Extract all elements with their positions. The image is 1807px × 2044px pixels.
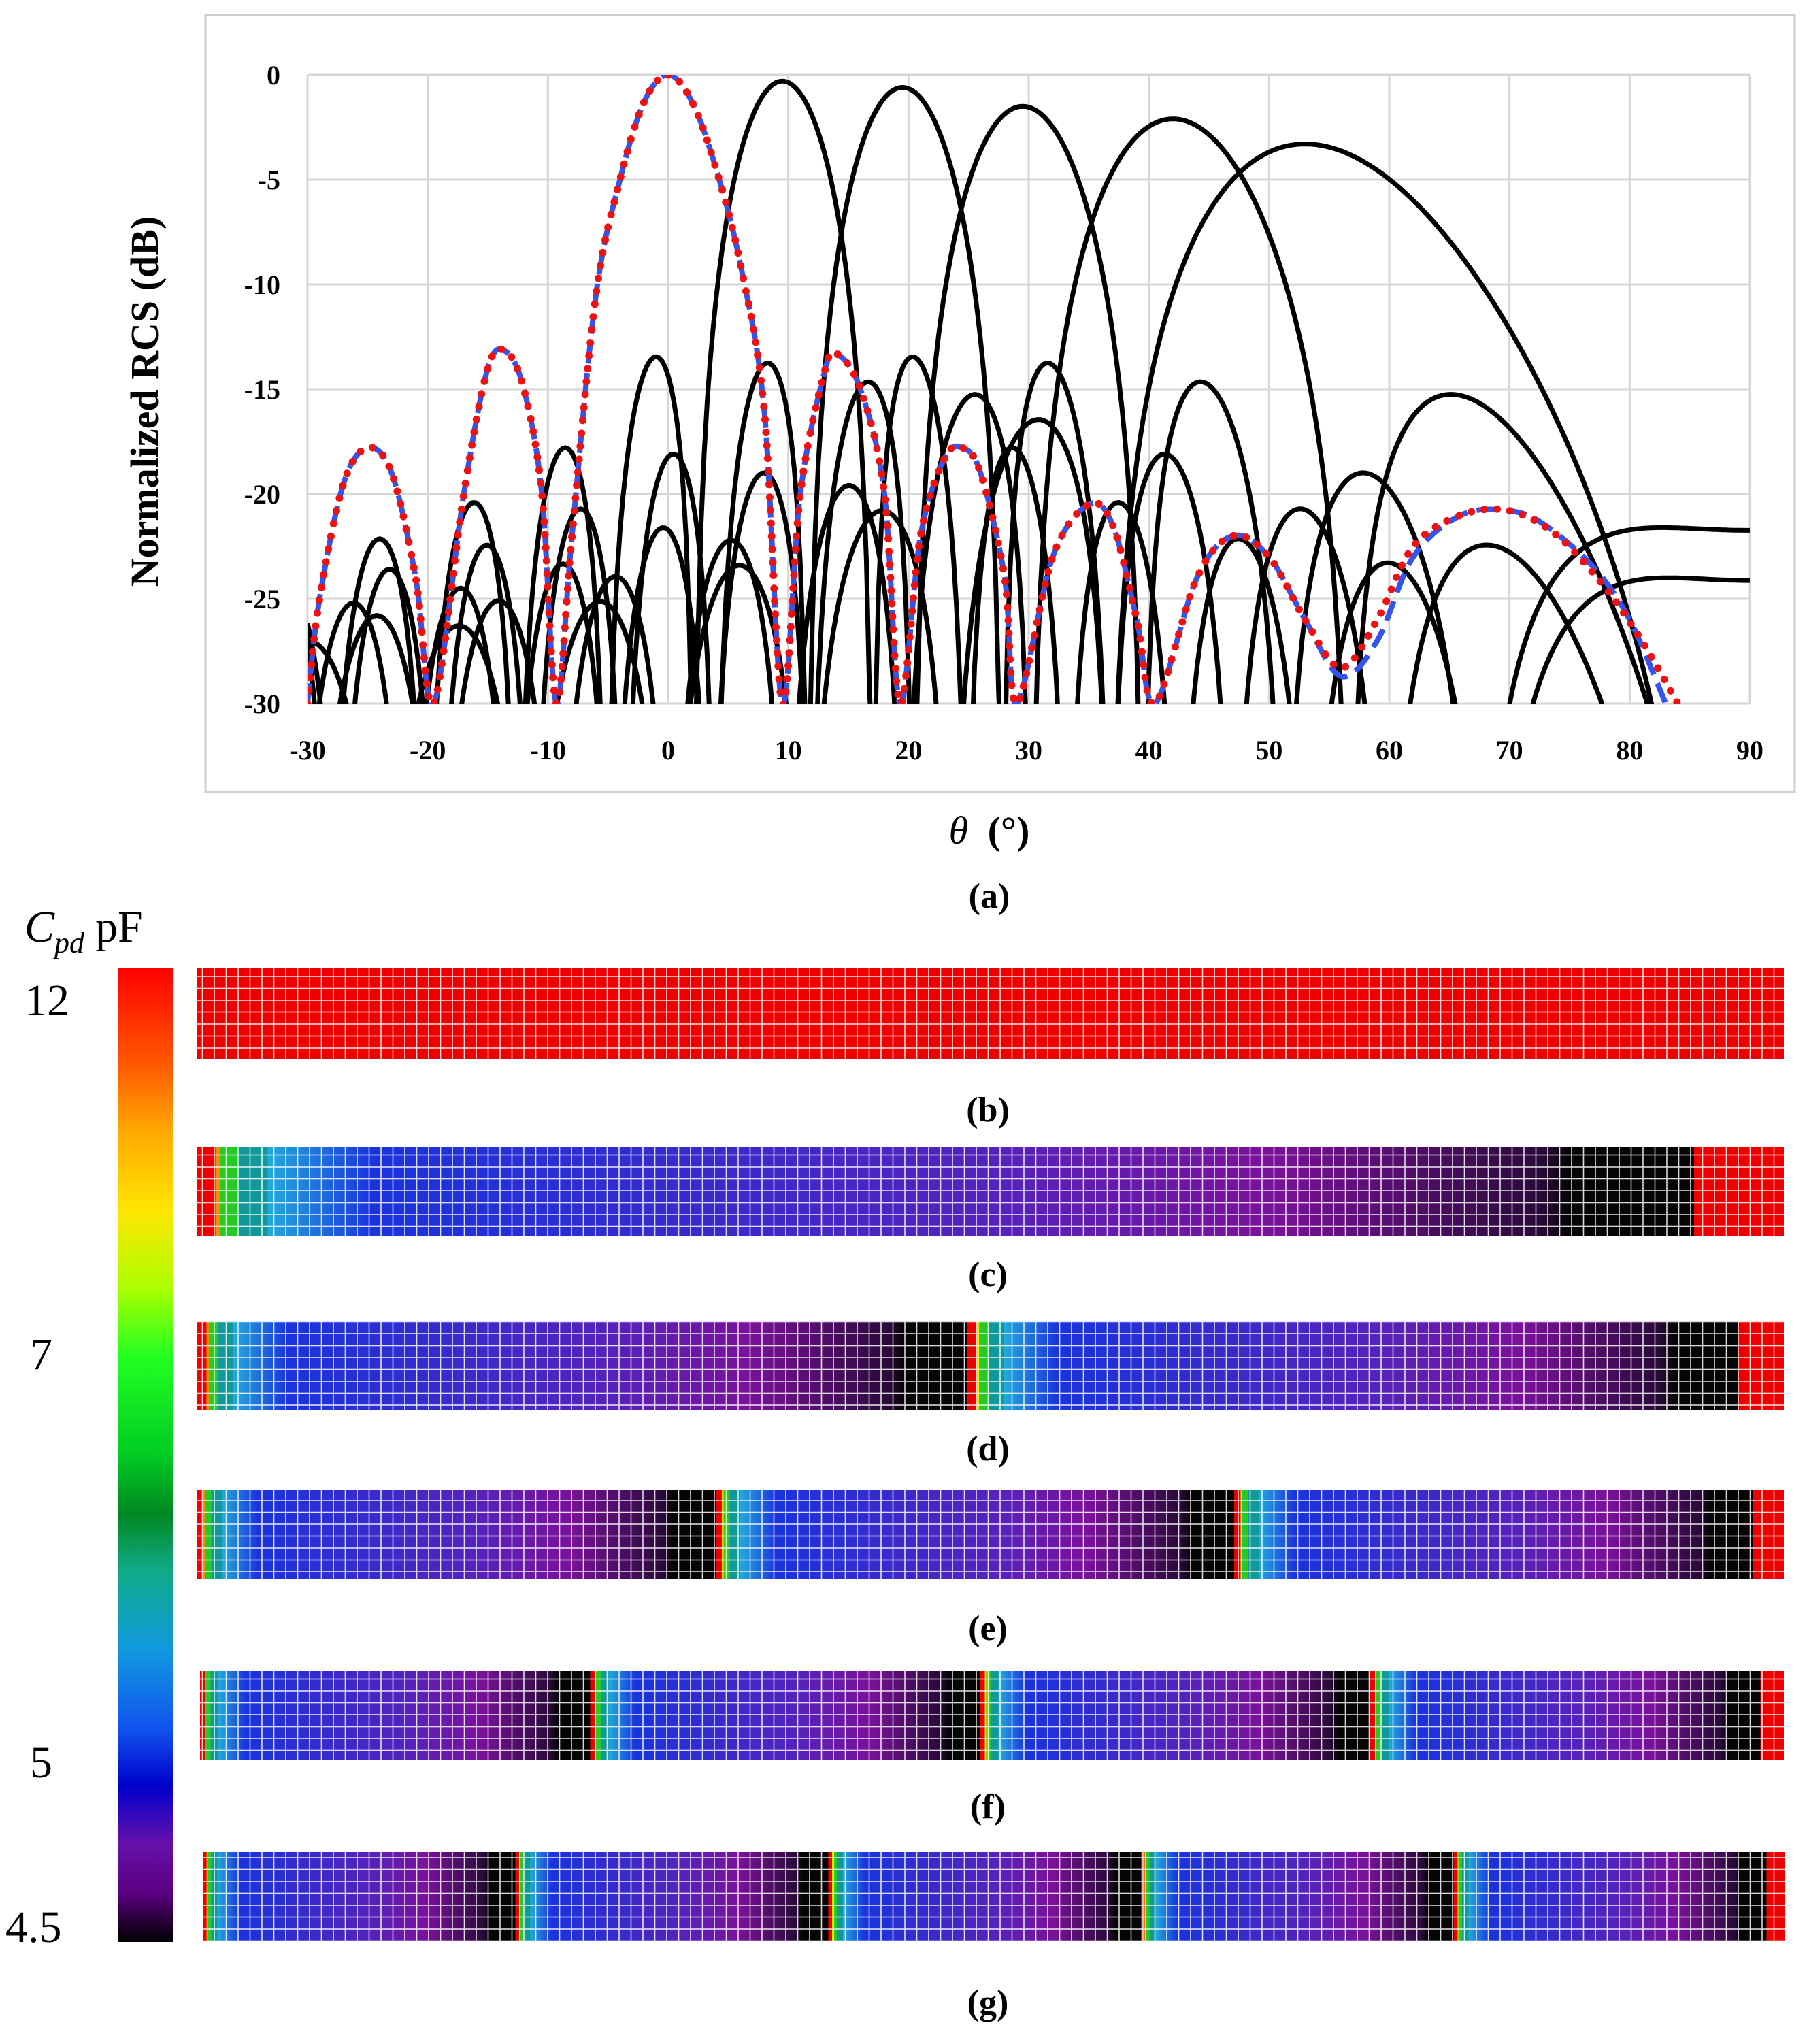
colorbar-tick-label: 5 bbox=[30, 1738, 52, 1787]
series-line-black-solid-6 bbox=[308, 142, 1655, 704]
tick-labels: -30 -20 -10 0 10 20 30 40 50 60 70 80 90 0 -5 -10 -15 -20… bbox=[244, 60, 1763, 765]
strip-label: (c) bbox=[968, 1255, 1008, 1294]
y-axis-title: Normalized RCS (dB) bbox=[122, 216, 167, 587]
y-tick-label: -30 bbox=[244, 689, 280, 719]
panel-label-a: (a) bbox=[969, 877, 1010, 916]
capacitance-strips: (b) (c) (d) (e) (f) (g) bbox=[197, 968, 1785, 2022]
strip-grid bbox=[197, 968, 1784, 1059]
strip-label: (b) bbox=[966, 1091, 1010, 1130]
colorbar-tick-label: 4.5 bbox=[5, 1902, 62, 1952]
colorbar-title-unit: pF bbox=[95, 902, 143, 952]
x-tick-label: 80 bbox=[1616, 735, 1643, 765]
x-axis-symbol: θ bbox=[949, 808, 969, 853]
x-tick-label: 40 bbox=[1135, 735, 1163, 765]
strip-label: (f) bbox=[970, 1787, 1006, 1826]
x-tick-label: -30 bbox=[289, 735, 325, 765]
x-tick-label: 50 bbox=[1255, 735, 1282, 765]
strip-d: (d) bbox=[197, 1321, 1784, 1468]
strip-label: (g) bbox=[967, 1983, 1009, 2022]
strip-grid bbox=[197, 1321, 1784, 1410]
y-tick-label: -10 bbox=[244, 269, 280, 300]
series-group bbox=[308, 75, 1750, 704]
x-tick-label: 0 bbox=[661, 735, 675, 765]
colorbar-title: Cpd pF bbox=[24, 902, 143, 959]
colorbar-ticks: 12 7 5 4.5 bbox=[5, 976, 69, 1952]
colorbar-gradient bbox=[118, 968, 173, 1942]
y-tick-label: -25 bbox=[244, 584, 280, 614]
series-line-black-solid-3 bbox=[308, 85, 1605, 704]
y-tick-label: -5 bbox=[258, 165, 280, 195]
x-tick-label: 60 bbox=[1376, 735, 1403, 765]
colorbar: Cpd pF 12 7 5 4.5 bbox=[5, 902, 173, 1952]
strip-b: (b) bbox=[197, 968, 1784, 1130]
strip-g: (g) bbox=[203, 1852, 1785, 2022]
x-tick-label: 20 bbox=[895, 735, 922, 765]
strip-label: (d) bbox=[966, 1430, 1010, 1468]
x-axis-title: θ (°) bbox=[949, 808, 1030, 853]
x-tick-label: 10 bbox=[775, 735, 802, 765]
strip-grid bbox=[197, 1490, 1784, 1579]
y-tick-label: 0 bbox=[267, 60, 280, 90]
strip-label: (e) bbox=[968, 1609, 1008, 1648]
x-tick-label: 70 bbox=[1496, 735, 1523, 765]
series-line-black-solid-5 bbox=[337, 116, 1650, 704]
y-tick-label: -20 bbox=[244, 479, 280, 510]
x-tick-label: -20 bbox=[410, 735, 446, 765]
colorbar-tick-label: 12 bbox=[24, 976, 69, 1025]
x-tick-label: -10 bbox=[530, 735, 566, 765]
series-line-red-dotted-1 bbox=[308, 75, 1682, 704]
colorbar-title-subscript: pd bbox=[52, 926, 85, 959]
colorbar-title-symbol: C bbox=[24, 902, 55, 952]
rcs-line-chart: -30 -20 -10 0 10 20 30 40 50 60 70 80 90 0 -5 -10 -15 -20… bbox=[122, 14, 1796, 916]
strip-c: (c) bbox=[197, 1147, 1784, 1294]
strip-grid bbox=[197, 1147, 1784, 1236]
x-axis-unit: (°) bbox=[988, 808, 1030, 853]
strip-e: (e) bbox=[197, 1490, 1784, 1648]
strip-grid bbox=[203, 1852, 1785, 1941]
colorbar-tick-label: 7 bbox=[30, 1330, 52, 1379]
y-tick-label: -15 bbox=[244, 374, 280, 405]
x-tick-label: 90 bbox=[1736, 735, 1763, 765]
x-tick-label: 30 bbox=[1015, 735, 1042, 765]
series-line-black-solid-2 bbox=[308, 78, 1750, 704]
strip-grid bbox=[200, 1671, 1784, 1760]
strip-f: (f) bbox=[200, 1671, 1784, 1826]
series-layer bbox=[308, 75, 1750, 704]
